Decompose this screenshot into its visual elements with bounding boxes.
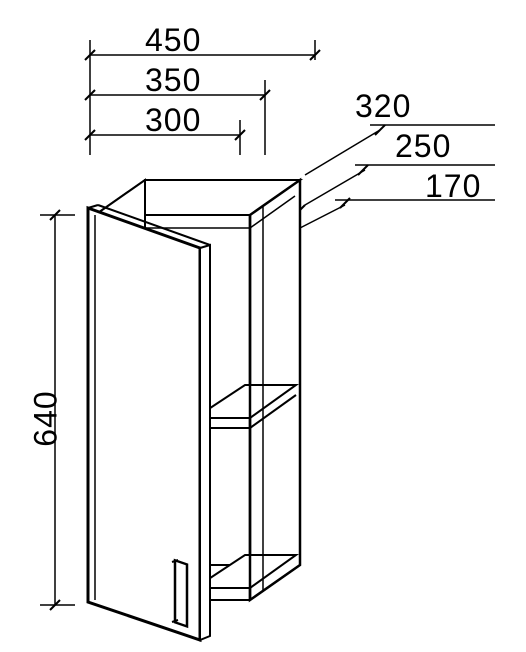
dim-line-320 xyxy=(305,130,380,175)
dim-slash-250 xyxy=(358,165,368,175)
dim-line-170 xyxy=(300,205,345,228)
dim-slash-320 xyxy=(375,125,385,135)
door-handle xyxy=(175,560,187,626)
door-top-thick xyxy=(88,205,98,208)
technical-drawing-svg xyxy=(0,0,526,652)
door-thickness xyxy=(200,245,210,640)
